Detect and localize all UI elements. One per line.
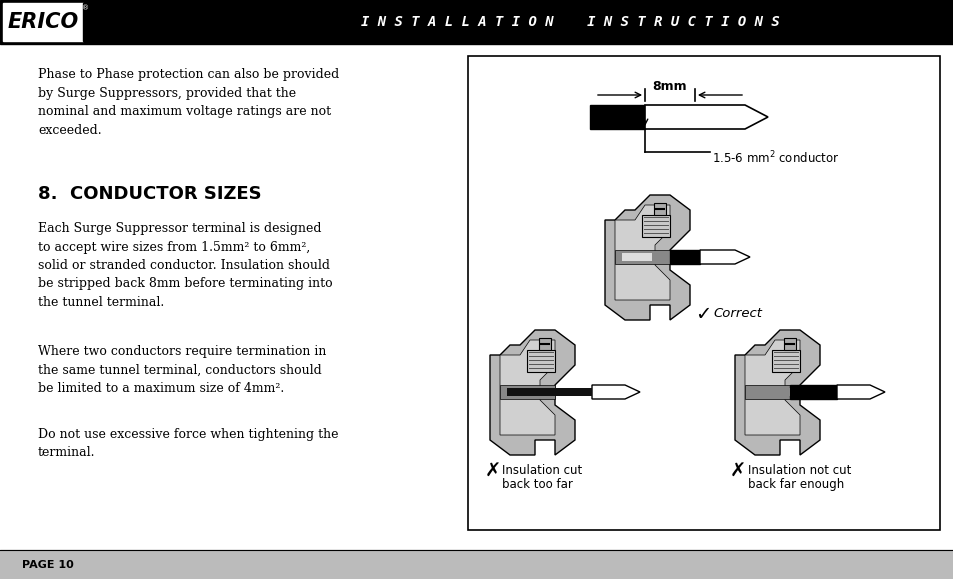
Bar: [615, 250, 669, 264]
Bar: [3, 3, 83, 41]
Polygon shape: [592, 385, 639, 399]
Polygon shape: [644, 105, 767, 129]
Text: ERICO: ERICO: [8, 12, 78, 32]
Bar: [641, 215, 669, 237]
Text: PAGE 10: PAGE 10: [22, 560, 73, 570]
Text: Correct: Correct: [712, 307, 761, 320]
Bar: [0, 0, 953, 44]
Text: ®: ®: [82, 5, 89, 11]
Bar: [621, 253, 651, 261]
Text: Do not use excessive force when tightening the
terminal.: Do not use excessive force when tighteni…: [38, 428, 338, 460]
Polygon shape: [734, 330, 820, 455]
Bar: [468, 56, 939, 530]
Text: Where two conductors require termination in
the same tunnel terminal, conductors: Where two conductors require termination…: [38, 345, 326, 395]
Text: 1.5-6 mm$^2$ conductor: 1.5-6 mm$^2$ conductor: [711, 150, 839, 167]
Text: ✗: ✗: [729, 462, 745, 481]
Polygon shape: [744, 340, 800, 435]
Polygon shape: [490, 330, 575, 455]
Bar: [538, 338, 551, 350]
Polygon shape: [499, 340, 555, 435]
Text: back far enough: back far enough: [747, 478, 843, 491]
Bar: [499, 385, 555, 399]
Bar: [0, 550, 953, 579]
Bar: [589, 105, 644, 129]
Bar: [783, 338, 795, 350]
Bar: [771, 350, 800, 372]
Bar: [506, 388, 592, 396]
Polygon shape: [83, 3, 100, 41]
Bar: [780, 388, 789, 396]
Text: Insulation not cut: Insulation not cut: [747, 464, 850, 477]
Polygon shape: [836, 385, 884, 399]
Bar: [669, 250, 700, 264]
Bar: [744, 385, 800, 399]
Text: ✗: ✗: [484, 462, 501, 481]
Bar: [654, 203, 665, 215]
Polygon shape: [604, 195, 689, 320]
Text: Phase to Phase protection can also be provided
by Surge Suppressors, provided th: Phase to Phase protection can also be pr…: [38, 68, 339, 137]
Text: Each Surge Suppressor terminal is designed
to accept wire sizes from 1.5mm² to 6: Each Surge Suppressor terminal is design…: [38, 222, 333, 309]
Text: 8mm: 8mm: [652, 80, 686, 93]
Bar: [789, 385, 836, 399]
Text: back too far: back too far: [501, 478, 572, 491]
Text: I N S T A L L A T I O N    I N S T R U C T I O N S: I N S T A L L A T I O N I N S T R U C T …: [360, 15, 779, 29]
Text: 8.  CONDUCTOR SIZES: 8. CONDUCTOR SIZES: [38, 185, 261, 203]
Bar: [526, 350, 555, 372]
Polygon shape: [700, 250, 749, 264]
Text: ✓: ✓: [695, 305, 711, 324]
Text: Insulation cut: Insulation cut: [501, 464, 581, 477]
Polygon shape: [615, 205, 669, 300]
